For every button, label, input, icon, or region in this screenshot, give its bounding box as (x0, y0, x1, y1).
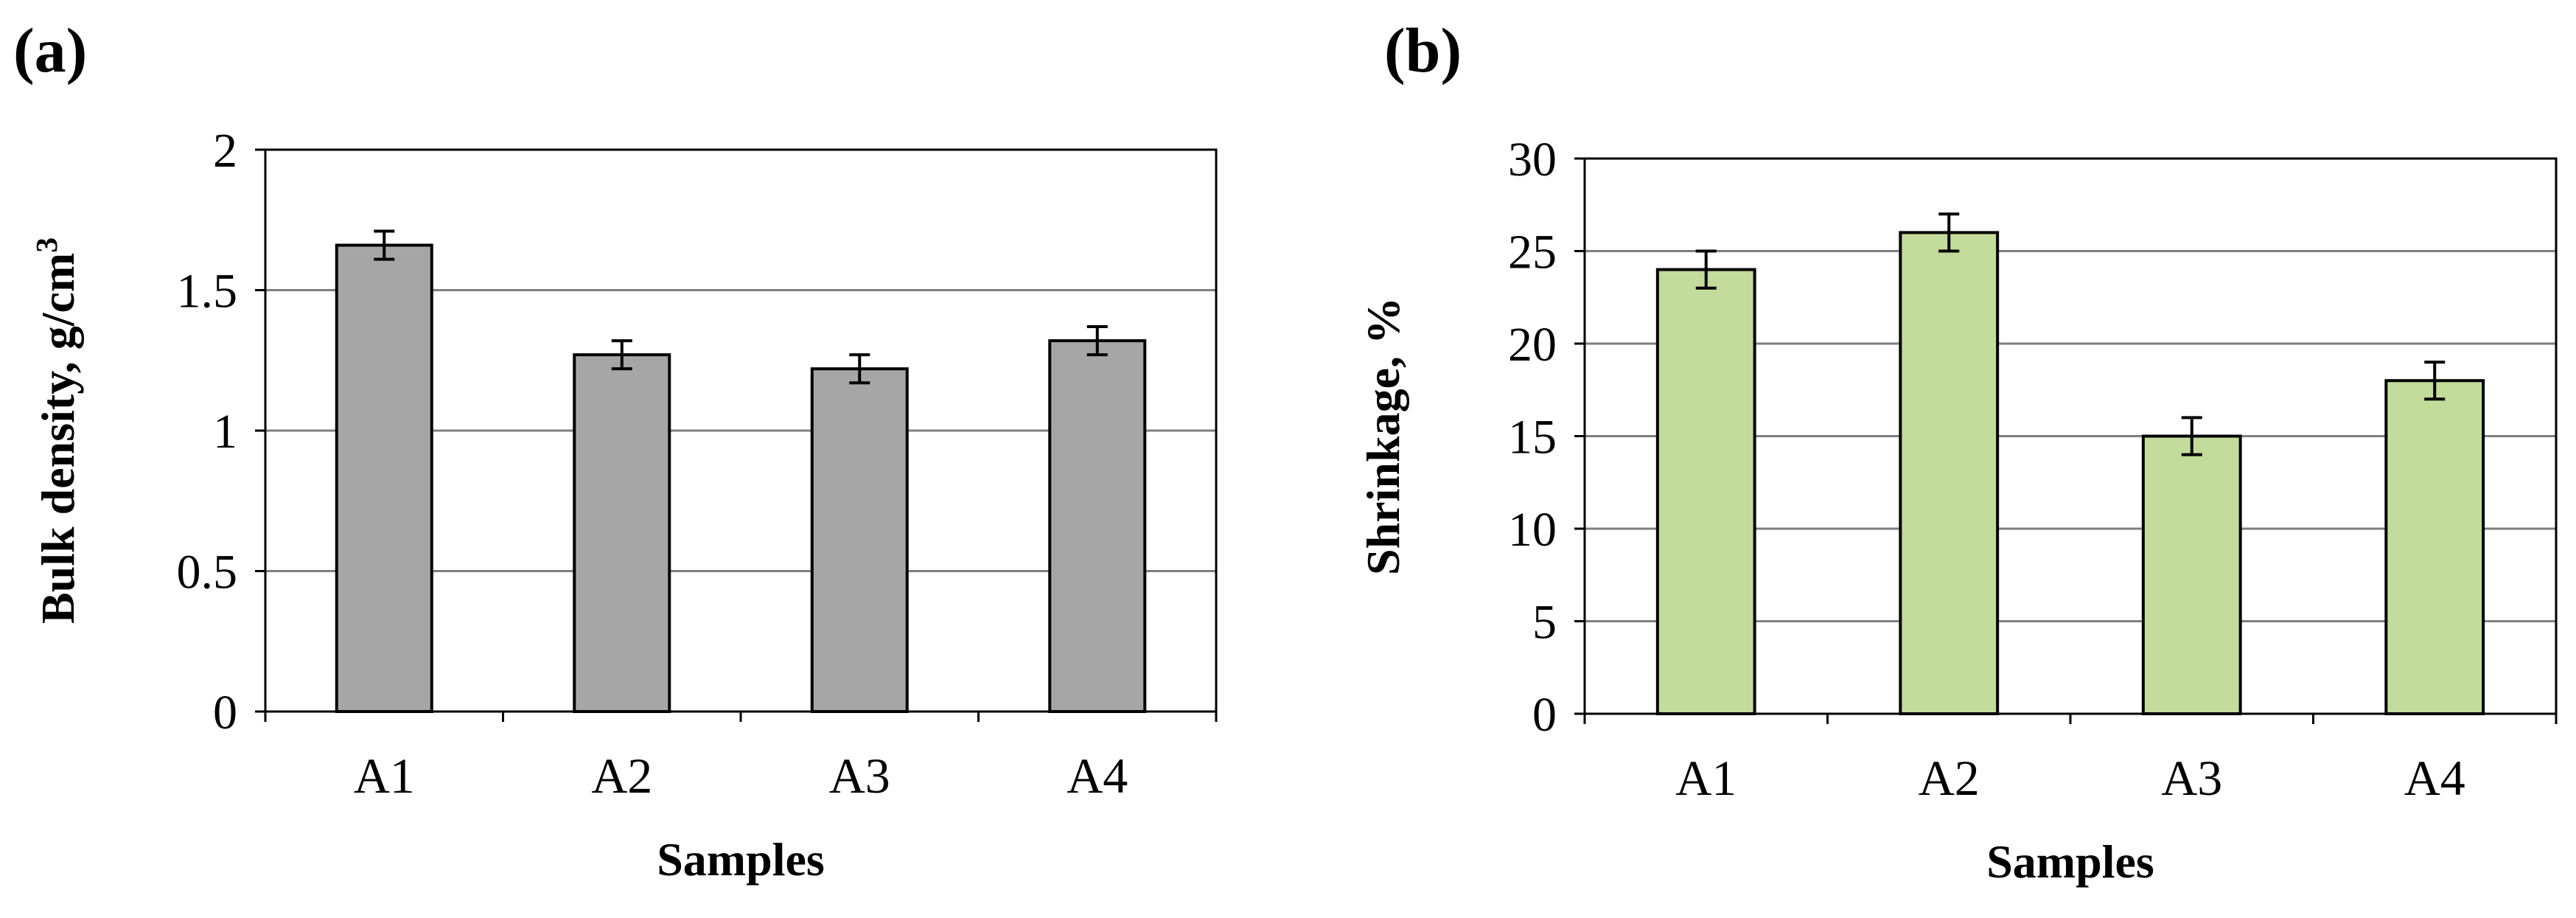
panel-a: (a) 0 0.5 1 1.5 2 A1 A2 A3 A4 Samples Bulk density… (13, 15, 1218, 886)
shrinkage-bar-a1 (1655, 268, 1756, 716)
shrinkage-bar-a3 (2141, 434, 2242, 715)
shrinkage-y-tick-label: 5 (1532, 596, 1557, 650)
bulk-density-y-tick-label: 0.5 (177, 546, 238, 599)
shrinkage-y-tick-label: 30 (1508, 133, 1557, 187)
shrinkage-y-axis-label: Shrinkage, % (1357, 297, 1409, 575)
bulk-density-chart: 0 0.5 1 1.5 2 A1 A2 A3 A4 Samples Bulk density, g/… (29, 124, 1218, 886)
bulk-density-x-tick-label: A1 (354, 748, 415, 804)
bulk-density-x-tick-label: A3 (829, 748, 890, 804)
bulk-density-bar-a4 (1048, 339, 1147, 713)
shrinkage-bar-a4 (2384, 379, 2485, 715)
shrinkage-y-tick-label: 20 (1508, 318, 1557, 372)
shrinkage-bar-a2 (1899, 231, 2000, 715)
bulk-density-y-tick-label: 2 (213, 124, 237, 178)
bulk-density-bar-a1 (335, 243, 433, 714)
panel-b-label: (b) (1384, 15, 1462, 86)
shrinkage-x-tick-label: A3 (2161, 750, 2222, 806)
panel-b: (b) 0 5 10 15 20 25 30 A1 A2 A3 A4 Samples Shrinkage… (1288, 0, 2576, 918)
shrinkage-chart: 0 5 10 15 20 25 30 A1 A2 A3 A4 Samples Shrinkage, % (1357, 133, 2558, 888)
shrinkage-x-tick-label: A4 (2404, 750, 2465, 806)
bulk-density-bar-a2 (573, 353, 671, 713)
bulk-density-y-tick-label: 1 (213, 405, 237, 459)
shrinkage-x-tick-label: A1 (1675, 750, 1736, 806)
shrinkage-y-tick-label: 10 (1508, 503, 1557, 557)
bulk-density-x-tick-label: A4 (1067, 748, 1128, 804)
bulk-density-x-axis-label: Samples (657, 833, 825, 886)
shrinkage-y-tick-label: 15 (1508, 411, 1557, 465)
bulk-density-x-tick-label: A2 (591, 748, 652, 804)
shrinkage-x-axis-label: Samples (1986, 835, 2154, 888)
shrinkage-x-tick-label: A2 (1919, 750, 1980, 806)
bulk-density-y-tick-label: 0 (213, 686, 237, 740)
bulk-density-y-tick-label: 1.5 (177, 265, 238, 319)
shrinkage-y-tick-label: 0 (1532, 688, 1557, 742)
bulk-density-bar-a3 (810, 367, 909, 713)
shrinkage-y-tick-label: 25 (1508, 226, 1557, 279)
bulk-density-y-axis-label: Bulk density, g/cm3 (29, 237, 84, 624)
panel-a-label: (a) (13, 15, 88, 86)
